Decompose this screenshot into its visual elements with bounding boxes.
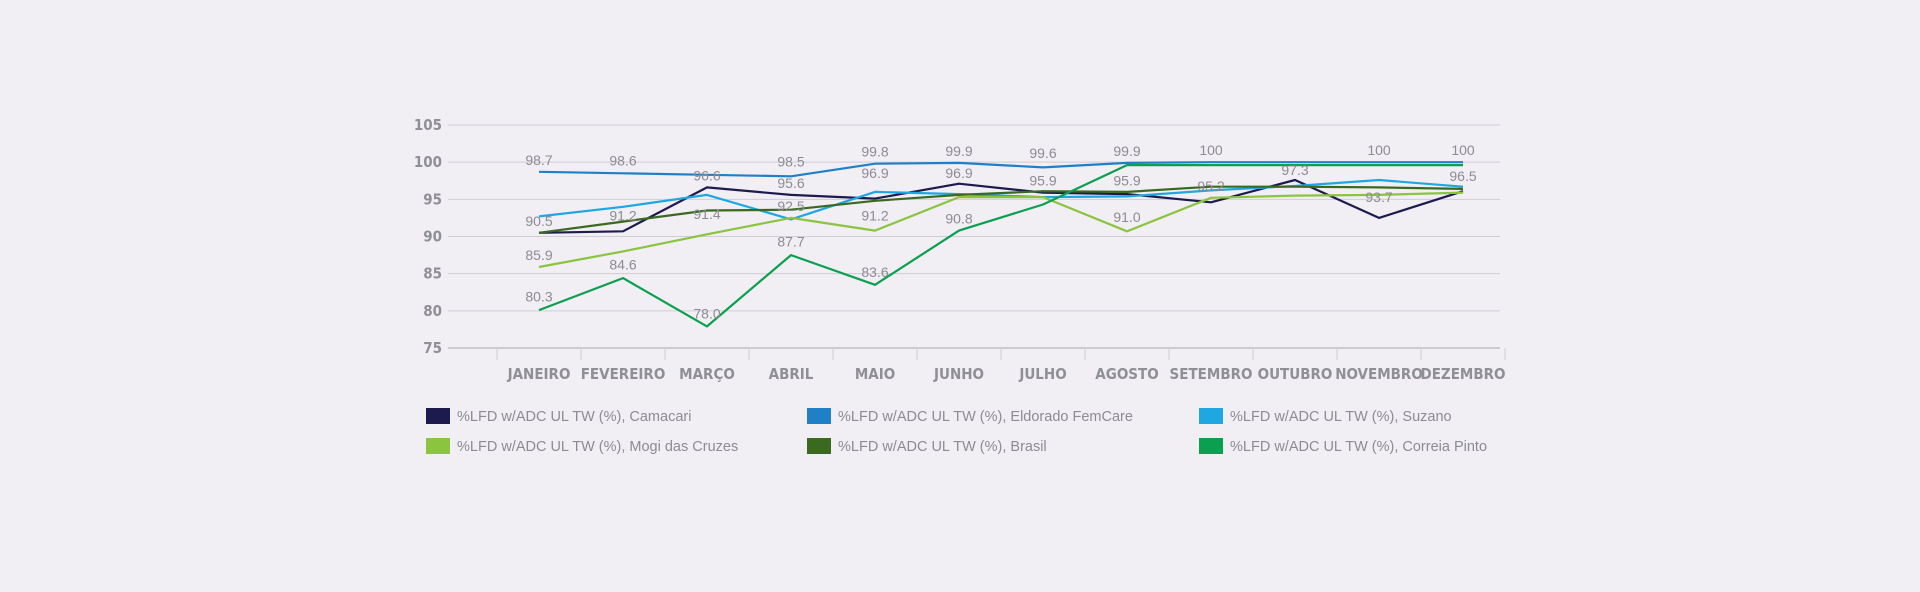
x-tick-label: ABRIL [769, 365, 814, 383]
legend-swatch [1199, 408, 1223, 424]
data-label: 91.0 [1113, 209, 1140, 225]
x-tick-label: MAIO [855, 365, 895, 383]
data-label: 91.2 [861, 208, 888, 224]
series-line [538, 164, 1463, 328]
x-tick-label: SETEMBRO [1170, 365, 1253, 383]
data-label: 80.3 [525, 289, 552, 305]
x-tick-label: FEVEREIRO [581, 365, 666, 383]
series-line [538, 185, 1464, 234]
legend-swatch [1199, 438, 1223, 454]
data-label: 95.9 [1113, 173, 1140, 189]
data-label: 99.9 [945, 143, 972, 159]
x-tick-label: OUTUBRO [1258, 365, 1333, 383]
data-label: 96.9 [861, 165, 888, 181]
data-label: 99.9 [1113, 143, 1140, 159]
data-label: 96.5 [1449, 168, 1476, 184]
y-tick-label: 105 [414, 116, 442, 134]
data-label: 93.7 [1365, 189, 1392, 205]
legend: %LFD w/ADC UL TW (%), Camacari %LFD w/ADC… [426, 408, 1487, 455]
y-tick-label: 85 [423, 265, 442, 283]
grid-layer [448, 124, 1506, 360]
data-label: 87.7 [777, 234, 804, 250]
data-label: 99.8 [861, 144, 888, 160]
data-label: 99.6 [1029, 145, 1056, 161]
x-tick-label: NOVEMBRO [1335, 365, 1423, 383]
y-tick-label: 95 [423, 190, 442, 208]
legend-label: %LFD w/ADC UL TW (%), Correia Pinto [1230, 439, 1487, 455]
data-label-layer: 98.7 98.6 98.5 99.8 99.9 99.6 99.9 100 100 100 96.… [525, 142, 1476, 322]
x-tick-label: DEZEMBRO [1420, 365, 1505, 383]
legend-swatch [426, 438, 450, 454]
data-label: 96.9 [945, 165, 972, 181]
series-layer [538, 161, 1464, 328]
data-label: 96.6 [693, 167, 720, 183]
legend-swatch [426, 408, 450, 424]
data-label: 83.6 [861, 264, 888, 280]
legend-label: %LFD w/ADC UL TW (%), Mogi das Cruzes [457, 439, 738, 455]
data-label: 95.9 [1029, 173, 1056, 189]
data-label: 100 [1367, 142, 1391, 158]
y-tick-label: 75 [423, 339, 442, 357]
x-tick-label: JUNHO [933, 365, 984, 383]
data-label: 100 [1199, 142, 1223, 158]
data-label: 85.9 [525, 247, 552, 263]
data-label: 90.5 [525, 213, 552, 229]
legend-swatch [807, 438, 831, 454]
y-tick-label: 90 [423, 228, 442, 246]
data-label: 78.0 [693, 306, 720, 322]
data-label: 97.3 [1281, 162, 1308, 178]
x-tick-label: JANEIRO [507, 365, 571, 383]
legend-label: %LFD w/ADC UL TW (%), Camacari [457, 409, 691, 425]
data-label: 95.2 [1197, 178, 1224, 194]
data-label: 91.2 [609, 208, 636, 224]
data-label: 100 [1451, 142, 1475, 158]
x-tick-label: MARÇO [679, 365, 735, 383]
data-label: 98.5 [777, 153, 804, 169]
y-tick-label: 100 [414, 153, 442, 171]
series-line [538, 178, 1464, 221]
tick-layer: 75 80 85 90 95 100 105 JANEIRO FEVEREIRO MARÇO ABR… [414, 116, 1506, 383]
series-line [538, 161, 1463, 178]
data-label: 92.5 [777, 198, 804, 214]
x-tick-label: JULHO [1018, 365, 1066, 383]
legend-label: %LFD w/ADC UL TW (%), Suzano [1230, 409, 1452, 425]
x-tick-label: AGOSTO [1095, 365, 1158, 383]
data-label: 91.4 [693, 206, 720, 222]
legend-label: %LFD w/ADC UL TW (%), Eldorado FemCare [838, 409, 1133, 425]
data-label: 90.8 [945, 211, 972, 227]
legend-label: %LFD w/ADC UL TW (%), Brasil [838, 439, 1047, 455]
data-label: 95.6 [777, 175, 804, 191]
data-label: 84.6 [609, 257, 636, 273]
y-tick-label: 80 [423, 302, 442, 320]
data-label: 98.6 [609, 153, 636, 169]
legend-swatch [807, 408, 831, 424]
data-label: 98.7 [525, 152, 552, 168]
series-line [538, 191, 1464, 269]
